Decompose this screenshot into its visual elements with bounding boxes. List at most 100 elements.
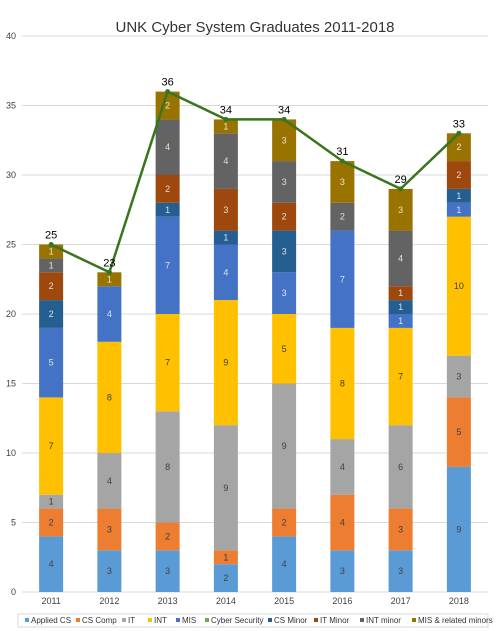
segment-label-mis-2017: 1: [398, 316, 403, 326]
legend-label-it-minor: IT Minor: [320, 616, 350, 625]
bar-segment-it-2013: [155, 411, 180, 523]
total-label-2013: 36: [162, 77, 174, 89]
bar-segment-int-2016: [330, 327, 355, 440]
total-label-2014: 34: [220, 104, 232, 116]
legend-label-mis: MIS: [182, 616, 196, 625]
total-point-2018: [456, 130, 462, 136]
bar-segment-applied-cs-2018: [446, 466, 471, 592]
segment-label-applied-cs-2018: 9: [456, 524, 461, 534]
bar-segment-int-2017: [388, 327, 413, 426]
bar-segment-cs-comp-2011: [39, 508, 64, 537]
total-point-2013: [165, 89, 171, 95]
segment-label-int-minor-2017: 4: [398, 253, 403, 263]
bar-segment-int-minor-2014: [213, 133, 238, 189]
legend-swatch-it: [122, 618, 126, 622]
segment-label-cs-minor-2018: 1: [456, 191, 461, 201]
segment-label-it-2018: 3: [456, 372, 461, 382]
bar-segment-it-2017: [388, 425, 413, 509]
bar-segment-cs-comp-2014: [213, 550, 238, 565]
legend-swatch-int: [148, 618, 152, 622]
segment-label-int-minor-2011: 1: [49, 260, 54, 270]
legend-label-mis-related-minors: MIS & related minors: [418, 616, 493, 625]
bar-layer: 4217522113348413287712422199413414295332…: [39, 91, 471, 592]
x-tick-label-2015: 2015: [274, 596, 294, 606]
bar-segment-it-minor-2011: [39, 272, 64, 301]
segment-label-it-2017: 6: [398, 462, 403, 472]
bar-segment-mis-related-minors-2016: [330, 161, 355, 203]
bar-segment-applied-cs-2015: [272, 536, 297, 592]
bar-segment-mis-2015: [272, 272, 297, 314]
bar-segment-mis-2014: [213, 244, 238, 301]
legend-label-applied-cs: Applied CS: [31, 616, 71, 625]
segment-label-it-2013: 8: [165, 462, 170, 472]
segment-label-mis-2012: 4: [107, 309, 112, 319]
total-label-2018: 33: [453, 118, 465, 130]
segment-label-cs-comp-2018: 5: [456, 427, 461, 437]
bar-segment-it-2011: [39, 494, 64, 509]
segment-label-applied-cs-2012: 3: [107, 566, 112, 576]
segment-label-cs-comp-2012: 3: [107, 524, 112, 534]
bar-segment-applied-cs-2012: [97, 550, 122, 592]
segment-label-mis-related-minors-2013: 2: [165, 101, 170, 111]
x-tick-label-2018: 2018: [449, 596, 469, 606]
bar-segment-cs-minor-2013: [155, 202, 180, 217]
y-tick-label-10: 10: [6, 448, 16, 458]
bar-segment-applied-cs-2013: [155, 550, 180, 592]
segment-label-cs-comp-2014: 1: [223, 552, 228, 562]
segment-label-mis-related-minors-2011: 1: [49, 246, 54, 256]
segment-label-mis-related-minors-2017: 3: [398, 205, 403, 215]
total-point-2011: [48, 242, 54, 247]
segment-label-it-2016: 4: [340, 462, 345, 472]
bar-segment-it-minor-2015: [272, 202, 297, 231]
segment-label-it-minor-2017: 1: [398, 288, 403, 298]
bar-segment-int-minor-2015: [272, 161, 297, 203]
segment-label-mis-2018: 1: [456, 205, 461, 215]
bar-segment-applied-cs-2011: [39, 536, 64, 592]
segment-label-it-minor-2013: 2: [165, 184, 170, 194]
legend-swatch-int-minor: [360, 618, 364, 622]
bar-segment-cs-comp-2012: [97, 508, 122, 551]
legend: Applied CS CS Comp IT INT MIS Cyber Security C…: [17, 613, 493, 628]
segment-label-it-minor-2014: 3: [223, 205, 228, 215]
total-label-2012: 23: [103, 257, 115, 269]
segment-label-applied-cs-2011: 4: [49, 559, 54, 569]
segment-label-int-2016: 8: [340, 379, 345, 389]
total-point-2015: [281, 116, 287, 122]
bar-segment-it-2014: [213, 425, 238, 551]
bar-segment-cs-comp-2015: [272, 508, 297, 537]
segment-label-cs-minor-2013: 1: [165, 205, 170, 215]
bar-segment-mis-2011: [39, 327, 64, 398]
bar-segment-it-minor-2018: [446, 161, 471, 189]
bar-segment-applied-cs-2017: [388, 550, 413, 592]
bar-segment-int-2011: [39, 397, 64, 495]
y-tick-label-0: 0: [11, 587, 16, 597]
legend-swatch-cs-comp: [76, 618, 80, 622]
bar-segment-cs-comp-2018: [446, 397, 471, 467]
segment-label-cs-comp-2016: 4: [340, 518, 345, 528]
legend-swatch-cs-minor: [268, 618, 272, 622]
bar-segment-mis-2017: [388, 314, 413, 328]
y-tick-label-5: 5: [11, 518, 16, 528]
y-tick-label-25: 25: [6, 240, 16, 250]
segment-label-cs-comp-2015: 2: [282, 518, 287, 528]
bar-segment-mis-related-minors-2018: [446, 133, 471, 162]
bar-segment-mis-2012: [97, 286, 122, 342]
segment-label-int-minor-2015: 3: [282, 177, 287, 187]
y-tick-label-35: 35: [6, 101, 16, 111]
totals-line: [50, 89, 460, 275]
bar-segment-cs-minor-2014: [213, 230, 238, 245]
chart-title: UNK Cyber System Graduates 2011-2018: [115, 19, 394, 36]
segment-label-it-2011: 1: [49, 497, 54, 507]
bar-segment-int-2018: [446, 216, 471, 356]
legend-swatch-mis: [176, 618, 180, 622]
y-tick-label-15: 15: [6, 379, 16, 389]
segment-label-it-minor-2015: 2: [282, 212, 287, 222]
segment-label-it-2012: 4: [107, 476, 112, 486]
bar-segment-cs-minor-2017: [388, 300, 413, 314]
segment-label-applied-cs-2014: 2: [223, 573, 228, 583]
segment-label-int-2014: 9: [223, 358, 228, 368]
segment-label-int-minor-2016: 2: [340, 212, 345, 222]
x-tick-label-2016: 2016: [332, 596, 352, 606]
